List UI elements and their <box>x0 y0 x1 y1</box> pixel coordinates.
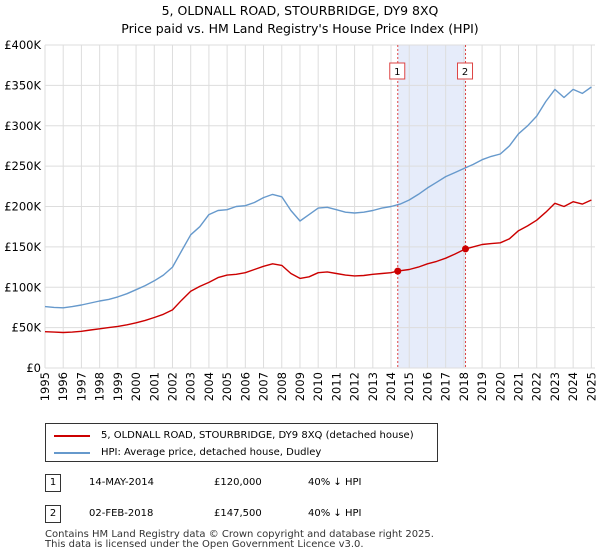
x-tick-label: 2000 <box>129 372 143 401</box>
x-tick-label: 2010 <box>311 372 325 401</box>
transaction-price-1: £120,000 <box>214 477 262 488</box>
x-tick-label: 2005 <box>220 372 234 401</box>
transaction-marker-label-1: 1 <box>45 474 61 492</box>
x-tick-label: 2016 <box>420 372 434 401</box>
legend-label-hpi: HPI: Average price, detached house, Dudl… <box>101 447 322 458</box>
footer: Contains HM Land Registry data © Crown c… <box>45 530 434 550</box>
x-tick-label: 2003 <box>184 372 198 401</box>
x-tick-label: 2021 <box>512 372 526 401</box>
series-line-property <box>44 199 592 334</box>
x-tick-label: 1998 <box>93 372 107 401</box>
y-tick-label: £150K <box>4 240 41 254</box>
x-tick-label: 2022 <box>530 372 544 401</box>
y-tick-label: £350K <box>4 78 41 92</box>
transaction-point-2 <box>462 245 470 253</box>
transaction-point-1 <box>394 267 402 275</box>
x-tick-label: 2001 <box>147 372 161 401</box>
footer-line1: Contains HM Land Registry data © Crown c… <box>45 529 434 540</box>
x-tick-label: 2025 <box>584 372 598 401</box>
x-tick-label: 2014 <box>384 372 398 401</box>
y-tick-label: £0 <box>26 361 41 375</box>
legend-swatch-property <box>54 435 90 437</box>
x-tick-label: 2013 <box>366 372 380 401</box>
x-tick-label: 2009 <box>293 372 307 401</box>
x-tick-label: 2015 <box>402 372 416 401</box>
x-tick-label: 2008 <box>275 372 289 401</box>
transaction-box-2 <box>457 62 474 80</box>
x-tick-label: 2018 <box>457 372 471 401</box>
transaction-date-1: 14-MAY-2014 <box>89 477 155 488</box>
x-tick-label: 2023 <box>548 372 562 401</box>
y-tick-label: £250K <box>4 159 41 173</box>
legend-label-property: 5, OLDNALL ROAD, STOURBRIDGE, DY9 8XQ (d… <box>101 430 414 441</box>
x-tick-label: 1999 <box>111 372 125 401</box>
transaction-price-2: £147,500 <box>214 508 262 519</box>
series-line-hpi <box>44 86 592 309</box>
x-tick-label: 1995 <box>38 372 52 401</box>
transaction-box-label-2: 2 <box>462 67 468 78</box>
x-tick-label: 2019 <box>475 372 489 401</box>
x-tick-label: 2002 <box>165 372 179 401</box>
legend-swatch-hpi <box>54 452 90 454</box>
chart-title: 5, OLDNALL ROAD, STOURBRIDGE, DY9 8XQ Pr… <box>0 2 600 38</box>
x-tick-label: 2017 <box>439 372 453 401</box>
x-tick-label: 2012 <box>348 372 362 401</box>
transaction-box-label-1: 1 <box>394 67 400 78</box>
footer-line2: This data is licensed under the Open Gov… <box>45 539 364 550</box>
y-tick-label: £50K <box>12 321 42 335</box>
chart-title-line1: 5, OLDNALL ROAD, STOURBRIDGE, DY9 8XQ <box>161 3 439 18</box>
transaction-date-2: 02-FEB-2018 <box>89 508 154 519</box>
x-tick-label: 1997 <box>74 372 88 401</box>
legend: 5, OLDNALL ROAD, STOURBRIDGE, DY9 8XQ (d… <box>45 423 438 462</box>
chart-title-line2: Price paid vs. HM Land Registry's House … <box>121 21 479 36</box>
y-tick-label: £100K <box>4 280 41 294</box>
transaction-hpi-2: 40% ↓ HPI <box>308 508 362 519</box>
transaction-marker-label-2: 2 <box>45 505 61 523</box>
x-tick-label: 2007 <box>257 372 271 401</box>
y-tick-label: £400K <box>4 38 41 52</box>
x-tick-label: 2024 <box>566 372 580 401</box>
x-tick-label: 2020 <box>493 372 507 401</box>
transaction-hpi-1: 40% ↓ HPI <box>308 477 362 488</box>
y-tick-label: £300K <box>4 119 41 133</box>
x-tick-label: 2004 <box>202 372 216 401</box>
y-tick-label: £200K <box>4 200 41 214</box>
x-tick-label: 1996 <box>56 372 70 401</box>
x-tick-label: 2011 <box>329 372 343 401</box>
price-chart: 1 2 £0 £50K £100K £150K £200K £250K £300K £350K £4… <box>4 38 598 401</box>
x-tick-label: 2006 <box>238 372 252 401</box>
transaction-box-1 <box>389 62 406 80</box>
